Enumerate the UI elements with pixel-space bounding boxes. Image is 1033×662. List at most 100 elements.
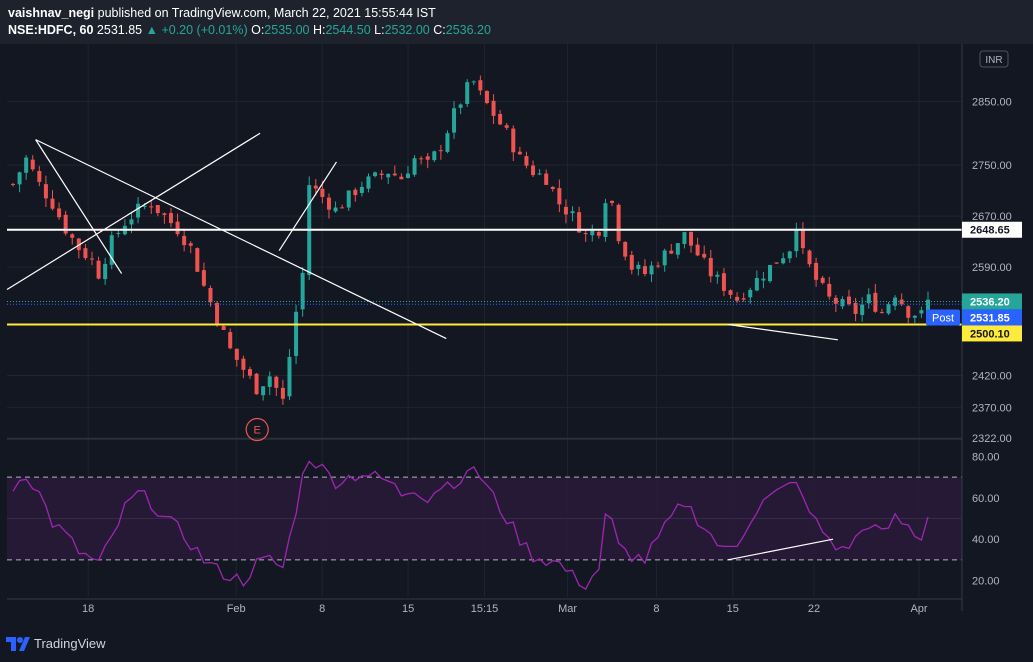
candle-body	[340, 207, 345, 209]
candle-body	[682, 232, 687, 244]
candle-body	[557, 188, 562, 205]
candle-body	[656, 265, 661, 267]
trendline	[278, 161, 337, 251]
price-label-box	[962, 221, 1022, 238]
candle-body	[629, 255, 634, 270]
candle-body	[247, 369, 252, 376]
candle-body	[807, 250, 812, 265]
candle-body	[267, 376, 272, 387]
candle-body	[392, 173, 397, 176]
time-tick-label: 22	[808, 603, 820, 615]
candle-body	[715, 274, 720, 277]
rsi-band	[7, 476, 962, 561]
rsi-tick-label: 80.00	[972, 452, 1000, 464]
candle-body	[879, 312, 884, 314]
candle-body	[149, 206, 154, 208]
price-tick-label: 2750.00	[972, 160, 1012, 172]
rsi-tick-label: 20.00	[972, 575, 1000, 587]
low-value: 2532.00	[384, 23, 430, 37]
candle-body	[748, 289, 753, 298]
chart-canvas[interactable]: E 2850.00 2750.00 2670.00 2590.00 2420.00 237…	[0, 0, 1033, 630]
candle-body	[820, 277, 825, 283]
symbol-label[interactable]: NSE:HDFC, 60	[8, 23, 94, 37]
candle-body	[524, 156, 529, 166]
time-tick-label: 15	[727, 603, 739, 615]
author-name[interactable]: vaishnav_negi	[8, 6, 95, 20]
brand-name: TradingView	[34, 636, 106, 651]
candle-body	[208, 288, 213, 303]
candle-body	[912, 315, 917, 318]
price-tick-label: 2370.00	[972, 402, 1012, 414]
high-label: H:	[312, 23, 326, 37]
candle-body	[70, 234, 75, 238]
candle-body	[636, 264, 641, 269]
price-label-box	[962, 309, 1022, 326]
time-tick-label: 8	[653, 603, 659, 615]
candle-body	[57, 208, 62, 218]
candle-body	[702, 253, 707, 258]
candle-body	[623, 242, 628, 257]
candle-body	[373, 172, 378, 177]
candle-body	[583, 233, 588, 235]
candle-body	[366, 176, 371, 189]
tradingview-brand[interactable]: TradingView	[6, 636, 106, 651]
candle-body	[833, 297, 838, 304]
candle-body	[603, 203, 608, 237]
candle-body	[63, 214, 68, 234]
candle-body	[596, 232, 601, 236]
candle-body	[37, 171, 42, 182]
candle-body	[280, 387, 285, 399]
levels	[7, 228, 962, 326]
candle-body	[550, 186, 555, 189]
candle-body	[201, 270, 206, 286]
price-label-text: 2531.85	[970, 312, 1010, 324]
candle-body	[386, 173, 391, 178]
open-label: O:	[251, 23, 265, 37]
tradingview-logo-icon	[6, 636, 30, 651]
candle-body	[840, 299, 845, 307]
candle-body	[215, 303, 220, 325]
axes: 2850.00 2750.00 2670.00 2590.00 2420.00 2370.…	[7, 44, 1012, 615]
candle-body	[853, 302, 858, 314]
post-label-text: Post	[932, 312, 954, 324]
candle-body	[30, 159, 35, 170]
candle-body	[570, 211, 575, 214]
candle-body	[379, 173, 384, 175]
candle-body	[326, 197, 331, 210]
candle-body	[76, 238, 81, 251]
close-value: 2536.20	[445, 23, 491, 37]
candle-body	[590, 230, 595, 236]
earnings-event-marker	[245, 417, 269, 442]
price-label-text: 2536.20	[970, 296, 1010, 308]
close-label: C:	[433, 23, 446, 37]
candle-body	[50, 198, 55, 209]
time-tick-label: Mar	[558, 603, 577, 615]
currency-badge[interactable]	[979, 50, 1009, 68]
candle-body	[175, 221, 180, 235]
candle-body	[478, 80, 483, 91]
time-tick-label: Apr	[910, 603, 927, 615]
trendline	[6, 132, 261, 290]
candle-body	[741, 298, 746, 300]
candle-body	[919, 310, 924, 314]
time-tick-label: 15	[402, 603, 414, 615]
candle-body	[689, 231, 694, 246]
candle-body	[162, 213, 167, 215]
rsi-trendline	[727, 538, 834, 561]
candle-body	[412, 158, 417, 175]
candle-body	[221, 326, 226, 331]
candle-body	[168, 213, 173, 224]
candle-body	[847, 296, 852, 304]
time-tick-label: 8	[319, 603, 325, 615]
candle-body	[300, 272, 305, 310]
candle-body	[504, 125, 509, 128]
candle-body	[452, 108, 457, 133]
candle-body	[517, 151, 522, 155]
grid	[7, 44, 962, 597]
candle-body	[642, 266, 647, 275]
candle-body	[234, 348, 239, 360]
candle-body	[155, 205, 160, 214]
rsi-tick-label: 40.00	[972, 534, 1000, 546]
low-label: L:	[374, 23, 385, 37]
candle-body	[458, 104, 463, 108]
